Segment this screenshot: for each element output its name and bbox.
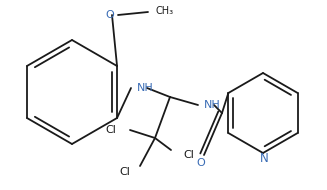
Text: Cl: Cl bbox=[119, 167, 130, 177]
Text: NH: NH bbox=[204, 100, 221, 110]
Text: Cl: Cl bbox=[105, 125, 116, 135]
Text: N: N bbox=[260, 151, 268, 165]
Text: CH₃: CH₃ bbox=[156, 6, 174, 16]
Text: O: O bbox=[106, 10, 114, 20]
Text: O: O bbox=[197, 158, 205, 168]
Text: NH: NH bbox=[137, 83, 154, 93]
Text: Cl: Cl bbox=[183, 150, 194, 160]
